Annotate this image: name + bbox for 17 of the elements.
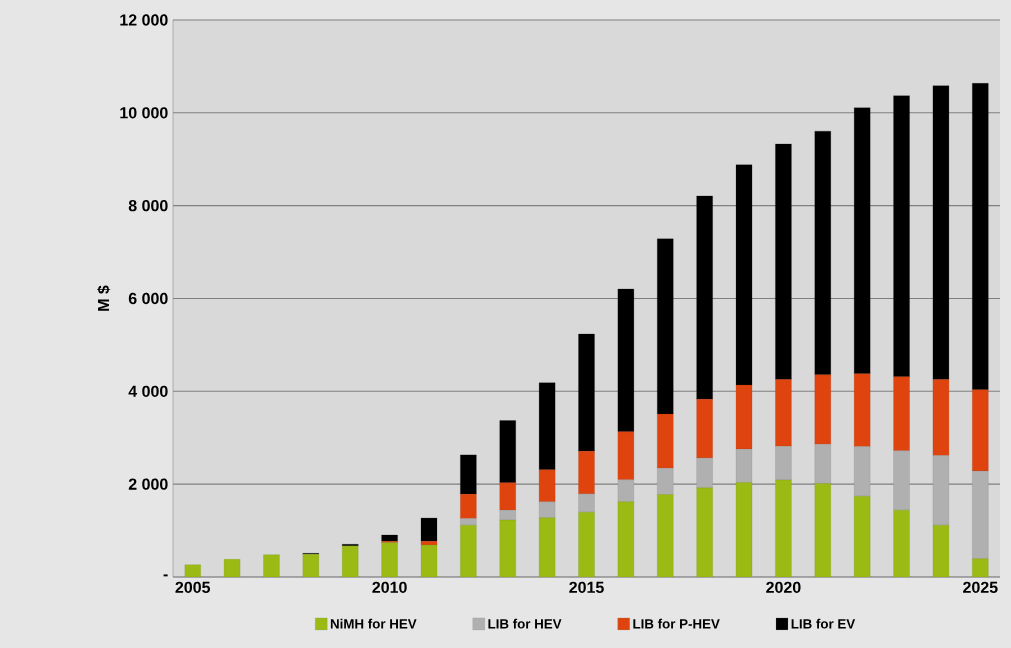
legend-label: LIB for EV (791, 618, 856, 629)
y-tick-label: 6 000 (128, 292, 168, 305)
y-axis-title: M $ (97, 285, 111, 311)
y-tick-label: 10 000 (120, 107, 168, 119)
y-tick-label: 8 000 (128, 200, 168, 212)
legend-label: NiMH for HEV (330, 618, 417, 629)
y-tick-label: - (163, 574, 168, 577)
x-tick-label: 2015 (569, 581, 604, 594)
x-tick-label: 2010 (372, 581, 407, 594)
x-tick-label: 2005 (175, 581, 211, 594)
x-tick-label: 2020 (766, 581, 801, 594)
y-tick-label: 12 000 (120, 14, 168, 26)
y-tick-label: 2 000 (128, 478, 168, 490)
legend-label: LIB for HEV (488, 618, 562, 629)
x-tick-label: 2025 (963, 581, 998, 594)
y-tick-label: 4 000 (128, 385, 168, 397)
legend-label: LIB for P-HEV (633, 618, 720, 629)
